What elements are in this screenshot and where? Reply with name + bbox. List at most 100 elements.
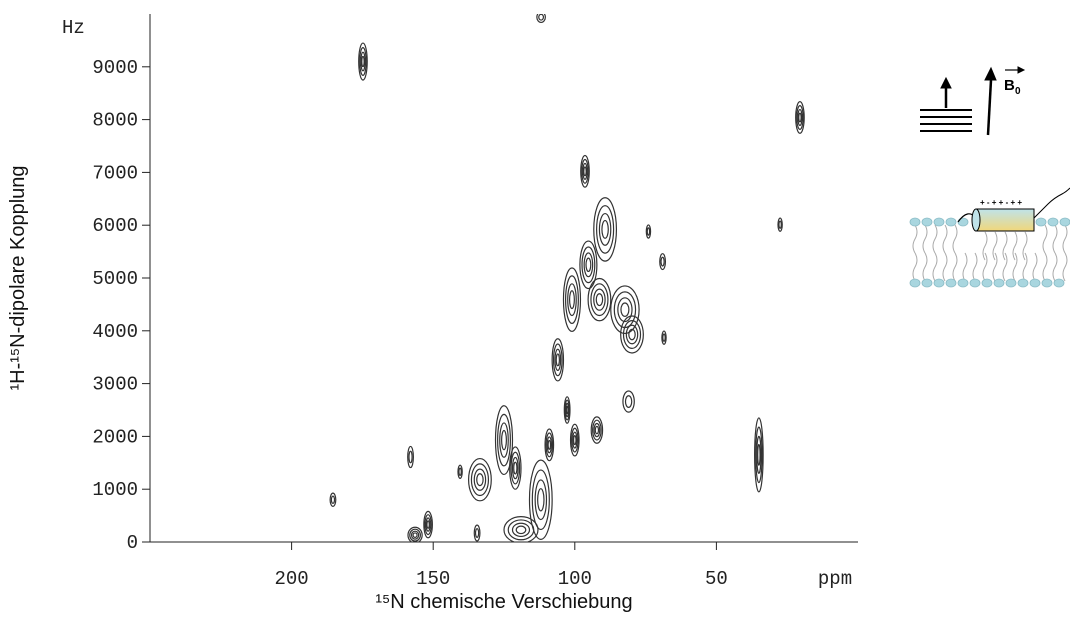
- contour-peak: [358, 42, 368, 81]
- contour-peak: [545, 432, 554, 458]
- contour-peak: [595, 293, 604, 307]
- contour-peak: [585, 257, 592, 273]
- contour-peak: [797, 108, 803, 127]
- contour-peak: [567, 283, 577, 317]
- contour-peak: [754, 417, 764, 493]
- contour-peak: [583, 252, 594, 278]
- contour-peak: [778, 220, 782, 229]
- contour-peak: [410, 530, 420, 540]
- contour-peak: [423, 510, 433, 539]
- contour-peak: [426, 520, 430, 529]
- contour-peak: [554, 348, 562, 371]
- contour-peak: [468, 457, 492, 502]
- contour-peak: [572, 431, 578, 449]
- contour-peak: [538, 14, 545, 21]
- contour-peak: [569, 423, 580, 457]
- contour-peak: [360, 51, 366, 72]
- contour-peak: [511, 456, 519, 480]
- y-tick-label: 1000: [92, 479, 138, 501]
- contour-peak: [457, 464, 463, 479]
- contour-peak: [610, 285, 640, 335]
- x-unit: ppm: [818, 568, 852, 590]
- contour-peak: [547, 439, 552, 450]
- contour-peak: [582, 162, 588, 180]
- contour-peak: [552, 343, 563, 377]
- contour-peak: [565, 405, 569, 415]
- contour-peak: [564, 399, 570, 421]
- y-tick-label: 2000: [92, 426, 138, 448]
- contour-peak: [756, 435, 762, 474]
- x-tick-label: 100: [558, 568, 592, 590]
- field-label: B: [1004, 77, 1015, 94]
- contour-peak: [551, 338, 565, 382]
- contour-peak: [581, 246, 596, 284]
- contours: [329, 14, 805, 542]
- contour-peak: [407, 445, 414, 469]
- x-tick-label: 200: [274, 568, 308, 590]
- contour-peak: [515, 525, 527, 535]
- contour-peak: [583, 166, 587, 177]
- contour-peak: [425, 517, 431, 532]
- contour-peak: [798, 112, 802, 123]
- contour-peak: [587, 277, 612, 322]
- contour-peak: [513, 461, 518, 475]
- contour-peak: [598, 212, 612, 246]
- contour-peak: [622, 390, 635, 413]
- contour-peak: [409, 528, 421, 542]
- contour-peak: [590, 283, 609, 317]
- contour-peak: [534, 479, 548, 521]
- contour-peak: [544, 428, 555, 462]
- contour-peak: [593, 197, 618, 262]
- contour-peak: [408, 450, 413, 464]
- y-unit: Hz: [62, 17, 85, 39]
- contour-peak: [412, 532, 418, 538]
- contour-peak: [509, 446, 522, 490]
- contour-peak: [568, 290, 575, 310]
- contour-peak: [528, 459, 553, 540]
- y-tick-label: 0: [127, 532, 138, 554]
- contour-peak: [579, 240, 598, 290]
- contour-peak: [537, 488, 545, 512]
- contour-peak: [659, 253, 667, 271]
- contour-peak: [596, 205, 615, 254]
- contour-peak: [624, 395, 633, 408]
- contour-peak: [507, 519, 535, 541]
- contour-peak: [594, 425, 600, 435]
- contour-peak: [573, 435, 577, 446]
- schematic: [909, 66, 1070, 288]
- contour-peak: [625, 324, 639, 345]
- contour-peak: [662, 333, 666, 342]
- contour-peak: [755, 426, 763, 484]
- contour-peak: [503, 516, 539, 542]
- contour-peak: [510, 451, 521, 485]
- contour-peak: [628, 328, 636, 341]
- contour-peak: [494, 405, 514, 476]
- contour-peak: [476, 473, 484, 487]
- contour-peak: [646, 227, 651, 236]
- contour-peak: [458, 467, 462, 477]
- contour-peak: [795, 101, 805, 134]
- y-axis-title: ¹H-¹⁵N-dipolare Kopplung: [7, 165, 29, 390]
- contour-peak: [590, 416, 604, 444]
- contour-peak: [555, 353, 560, 367]
- contour-peak: [796, 105, 804, 130]
- contour-peak: [620, 302, 630, 317]
- contour-peak: [531, 469, 550, 531]
- y-tick-label: 3000: [92, 374, 138, 396]
- contour-peak: [777, 217, 783, 232]
- contour-peak: [593, 288, 606, 311]
- x-tick-label: 50: [705, 568, 728, 590]
- contour-peak: [474, 528, 480, 538]
- contour-peak: [645, 224, 652, 239]
- y-tick-label: 5000: [92, 268, 138, 290]
- contour-peak: [601, 219, 609, 239]
- contour-peak: [562, 267, 582, 332]
- contour-peak: [580, 154, 590, 188]
- contour-peak: [757, 443, 761, 466]
- contour-peak: [473, 524, 481, 542]
- contour-peak: [617, 297, 633, 323]
- contour-peak: [564, 275, 579, 325]
- contour-peak: [622, 320, 642, 349]
- field-subscript: 0: [1015, 86, 1021, 97]
